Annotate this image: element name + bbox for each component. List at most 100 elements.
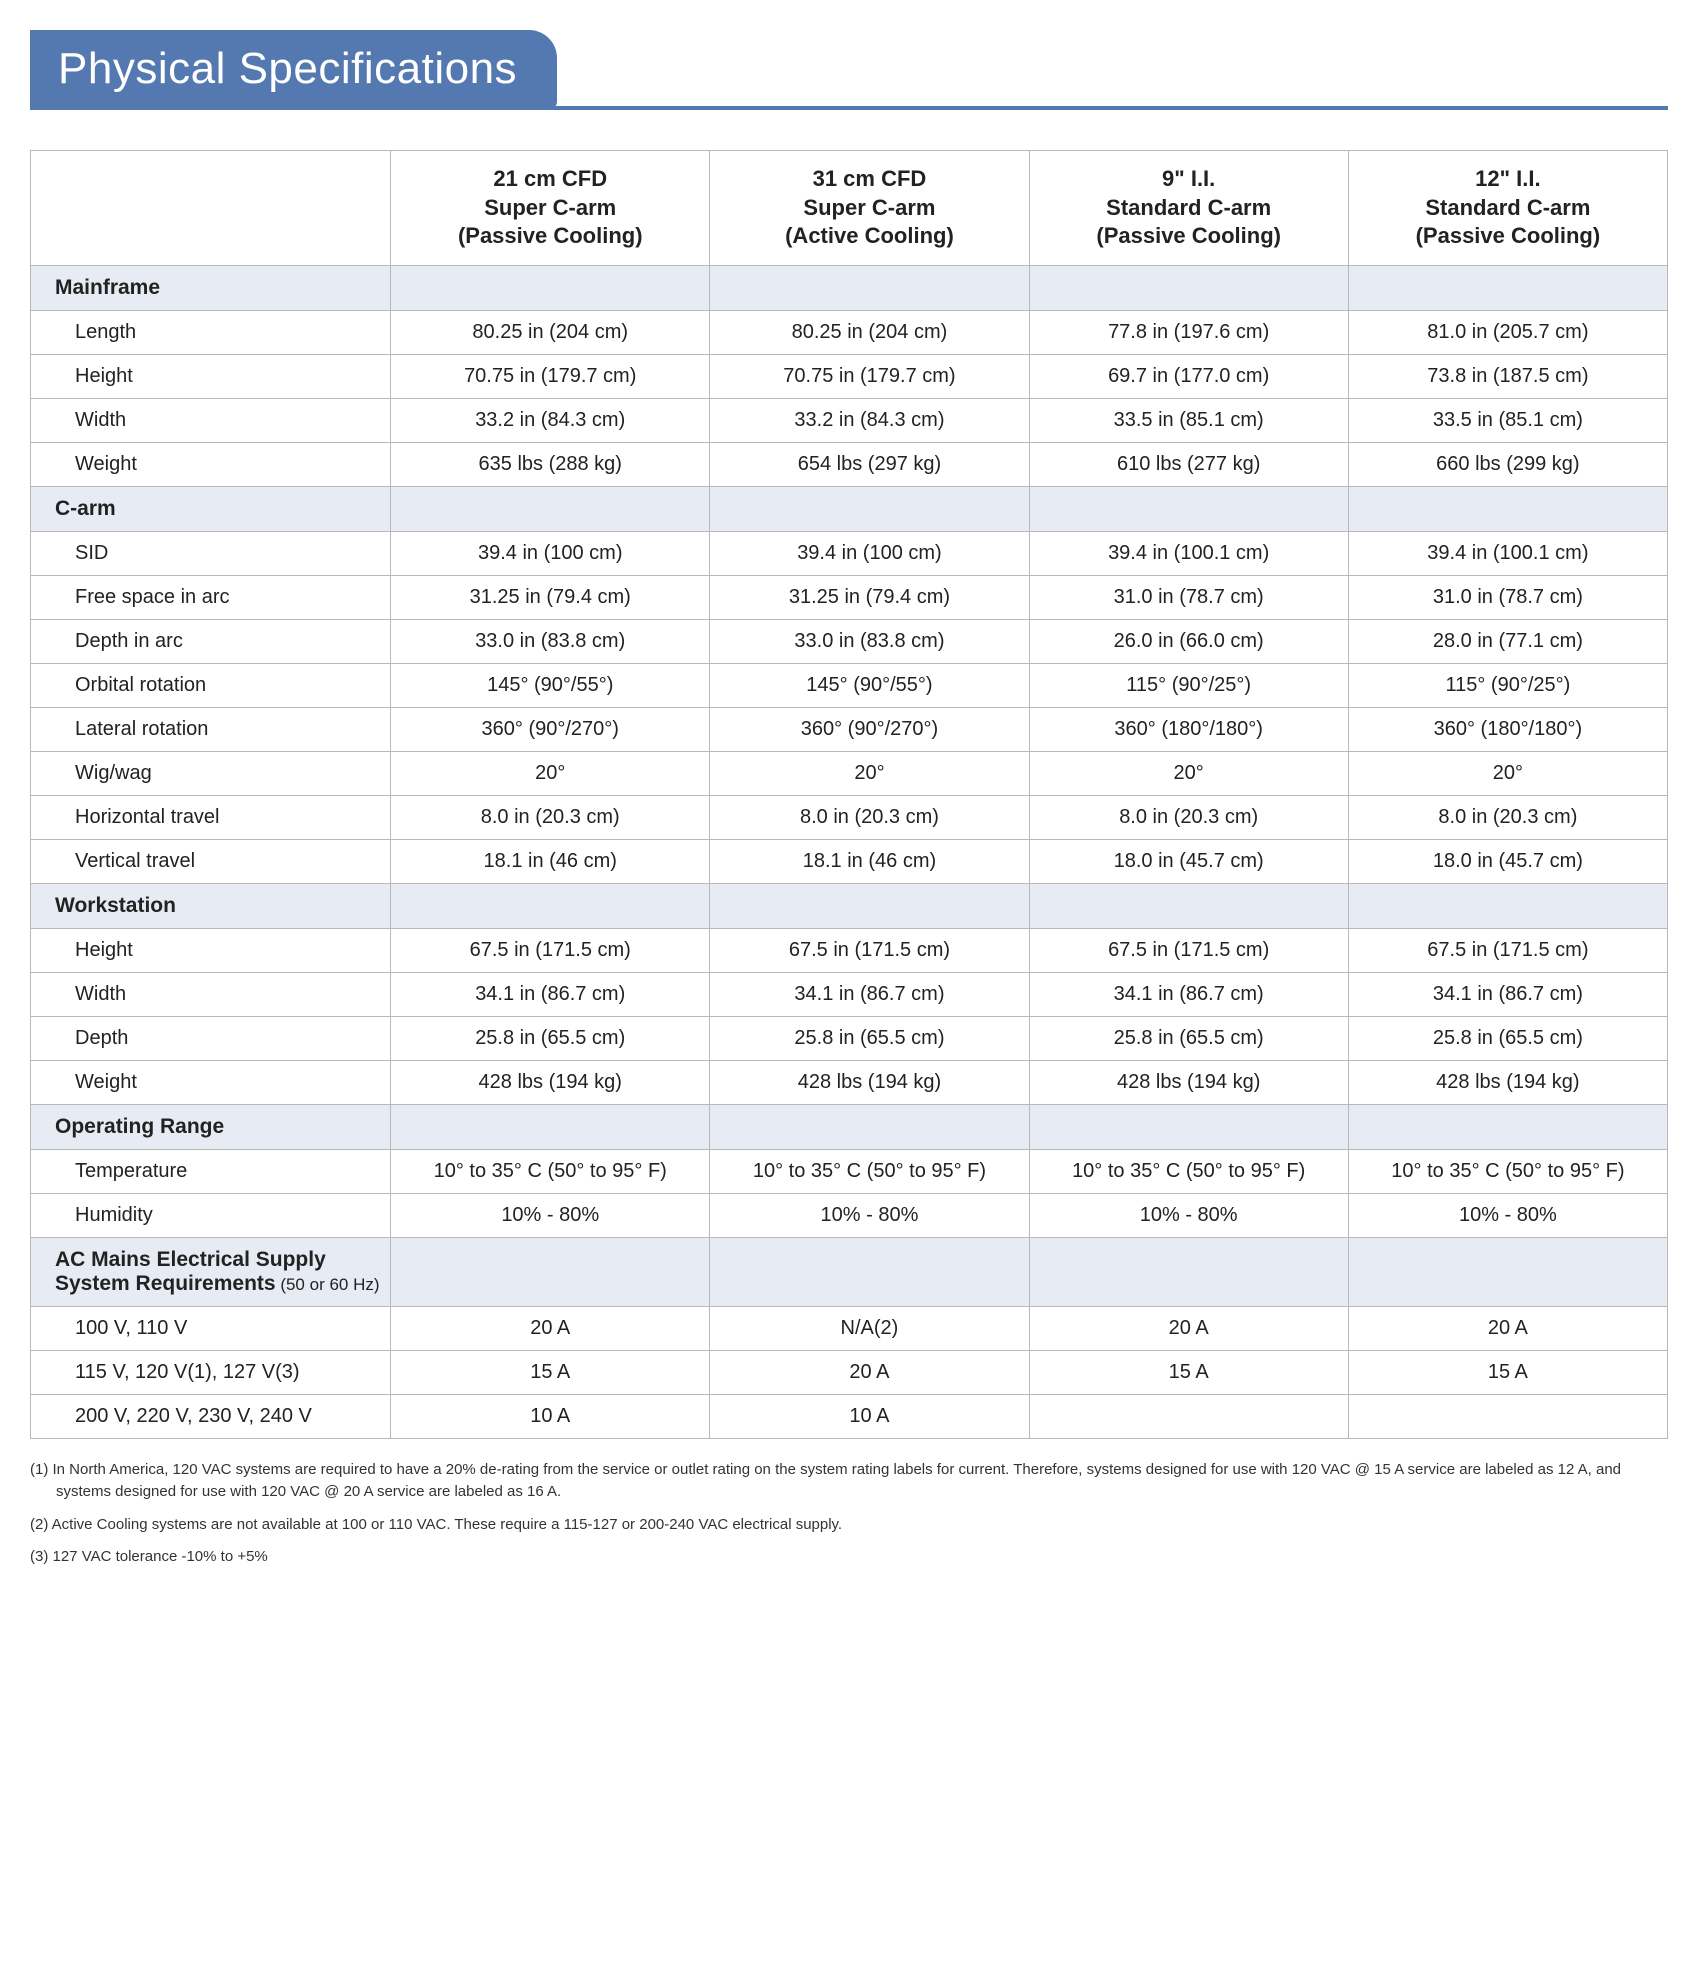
cell-value: 39.4 in (100.1 cm) <box>1348 531 1667 575</box>
cell-value: 34.1 in (86.7 cm) <box>710 972 1029 1016</box>
footnotes: (1) In North America, 120 VAC systems ar… <box>30 1459 1668 1569</box>
header-empty <box>31 151 391 266</box>
section-name: Operating Range <box>31 1104 391 1149</box>
table-row: Free space in arc31.25 in (79.4 cm)31.25… <box>31 575 1668 619</box>
col-header-3: 9" I.I.Standard C-arm(Passive Cooling) <box>1029 151 1348 266</box>
cell-value: 8.0 in (20.3 cm) <box>1029 795 1348 839</box>
footnote: (2) Active Cooling systems are not avail… <box>30 1514 1668 1537</box>
cell-value: 8.0 in (20.3 cm) <box>391 795 710 839</box>
cell-value: 428 lbs (194 kg) <box>1348 1060 1667 1104</box>
cell-value: 18.0 in (45.7 cm) <box>1348 839 1667 883</box>
section-name: Workstation <box>31 883 391 928</box>
row-label: Humidity <box>31 1193 391 1237</box>
cell-value: 10° to 35° C (50° to 95° F) <box>391 1149 710 1193</box>
table-row: Humidity10% - 80%10% - 80%10% - 80%10% -… <box>31 1193 1668 1237</box>
cell-value: 10° to 35° C (50° to 95° F) <box>710 1149 1029 1193</box>
cell-value: 20° <box>1029 751 1348 795</box>
footnote: (1) In North America, 120 VAC systems ar… <box>30 1459 1668 1504</box>
cell-value: 10 A <box>391 1394 710 1438</box>
table-row: Width33.2 in (84.3 cm)33.2 in (84.3 cm)3… <box>31 398 1668 442</box>
cell-value: 28.0 in (77.1 cm) <box>1348 619 1667 663</box>
cell-value: 15 A <box>1029 1350 1348 1394</box>
table-row: Height67.5 in (171.5 cm)67.5 in (171.5 c… <box>31 928 1668 972</box>
cell-value: 10 A <box>710 1394 1029 1438</box>
section-empty <box>1348 883 1667 928</box>
section-empty <box>391 486 710 531</box>
section-empty <box>391 265 710 310</box>
cell-value: 80.25 in (204 cm) <box>710 310 1029 354</box>
cell-value: 31.0 in (78.7 cm) <box>1029 575 1348 619</box>
cell-value: 10% - 80% <box>710 1193 1029 1237</box>
section-empty <box>710 883 1029 928</box>
section-row: C-arm <box>31 486 1668 531</box>
cell-value: 18.1 in (46 cm) <box>391 839 710 883</box>
cell-value: 34.1 in (86.7 cm) <box>1348 972 1667 1016</box>
cell-value: 67.5 in (171.5 cm) <box>710 928 1029 972</box>
table-row: Height70.75 in (179.7 cm)70.75 in (179.7… <box>31 354 1668 398</box>
table-row: Horizontal travel8.0 in (20.3 cm)8.0 in … <box>31 795 1668 839</box>
section-empty <box>391 883 710 928</box>
cell-value: 8.0 in (20.3 cm) <box>710 795 1029 839</box>
cell-value: 39.4 in (100 cm) <box>710 531 1029 575</box>
spec-table: 21 cm CFDSuper C-arm(Passive Cooling) 31… <box>30 150 1668 1439</box>
cell-value: 18.1 in (46 cm) <box>710 839 1029 883</box>
cell-value: 145° (90°/55°) <box>710 663 1029 707</box>
row-label: 100 V, 110 V <box>31 1306 391 1350</box>
cell-value: 70.75 in (179.7 cm) <box>710 354 1029 398</box>
section-empty <box>710 486 1029 531</box>
cell-value: 31.0 in (78.7 cm) <box>1348 575 1667 619</box>
cell-value: 20° <box>391 751 710 795</box>
table-row: Weight635 lbs (288 kg)654 lbs (297 kg)61… <box>31 442 1668 486</box>
cell-value: 33.5 in (85.1 cm) <box>1348 398 1667 442</box>
cell-value: 428 lbs (194 kg) <box>710 1060 1029 1104</box>
cell-value: 31.25 in (79.4 cm) <box>391 575 710 619</box>
cell-value: 20° <box>710 751 1029 795</box>
col-header-1: 21 cm CFDSuper C-arm(Passive Cooling) <box>391 151 710 266</box>
table-row: Temperature10° to 35° C (50° to 95° F)10… <box>31 1149 1668 1193</box>
col-header-2: 31 cm CFDSuper C-arm(Active Cooling) <box>710 151 1029 266</box>
cell-value: 34.1 in (86.7 cm) <box>1029 972 1348 1016</box>
cell-value: 8.0 in (20.3 cm) <box>1348 795 1667 839</box>
row-label: Vertical travel <box>31 839 391 883</box>
table-row: Vertical travel18.1 in (46 cm)18.1 in (4… <box>31 839 1668 883</box>
row-label: Horizontal travel <box>31 795 391 839</box>
cell-value: 25.8 in (65.5 cm) <box>391 1016 710 1060</box>
cell-value: 34.1 in (86.7 cm) <box>391 972 710 1016</box>
cell-value: 25.8 in (65.5 cm) <box>1029 1016 1348 1060</box>
table-row: Wig/wag20°20°20°20° <box>31 751 1668 795</box>
cell-value: 33.0 in (83.8 cm) <box>710 619 1029 663</box>
cell-value: 10% - 80% <box>1348 1193 1667 1237</box>
row-label: Depth <box>31 1016 391 1060</box>
row-label: Depth in arc <box>31 619 391 663</box>
cell-value: 635 lbs (288 kg) <box>391 442 710 486</box>
section-empty <box>1029 486 1348 531</box>
cell-value: 33.5 in (85.1 cm) <box>1029 398 1348 442</box>
cell-value: 20 A <box>710 1350 1029 1394</box>
section-empty <box>710 1104 1029 1149</box>
table-row: Lateral rotation360° (90°/270°)360° (90°… <box>31 707 1668 751</box>
section-row: Mainframe <box>31 265 1668 310</box>
cell-value: 15 A <box>391 1350 710 1394</box>
row-label: Temperature <box>31 1149 391 1193</box>
table-row: Weight428 lbs (194 kg)428 lbs (194 kg)42… <box>31 1060 1668 1104</box>
cell-value: 10% - 80% <box>391 1193 710 1237</box>
cell-value: 39.4 in (100 cm) <box>391 531 710 575</box>
section-empty <box>391 1237 710 1306</box>
section-empty <box>710 265 1029 310</box>
title-block: Physical Specifications <box>30 30 1668 110</box>
section-row: Operating Range <box>31 1104 1668 1149</box>
cell-value: 67.5 in (171.5 cm) <box>391 928 710 972</box>
cell-value: 77.8 in (197.6 cm) <box>1029 310 1348 354</box>
cell-value: 115° (90°/25°) <box>1348 663 1667 707</box>
row-label: Height <box>31 354 391 398</box>
row-label: SID <box>31 531 391 575</box>
table-row: 200 V, 220 V, 230 V, 240 V10 A10 A <box>31 1394 1668 1438</box>
table-row: 115 V, 120 V(1), 127 V(3)15 A20 A15 A15 … <box>31 1350 1668 1394</box>
table-row: Depth25.8 in (65.5 cm)25.8 in (65.5 cm)2… <box>31 1016 1668 1060</box>
table-row: SID39.4 in (100 cm)39.4 in (100 cm)39.4 … <box>31 531 1668 575</box>
cell-value: 654 lbs (297 kg) <box>710 442 1029 486</box>
section-empty <box>1029 265 1348 310</box>
section-empty <box>1348 265 1667 310</box>
cell-value: 428 lbs (194 kg) <box>1029 1060 1348 1104</box>
cell-value: 20° <box>1348 751 1667 795</box>
